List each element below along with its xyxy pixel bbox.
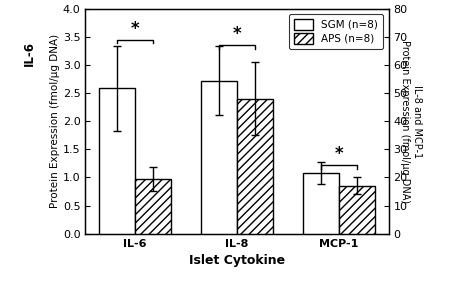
Bar [237, 99, 273, 234]
Bar [201, 81, 237, 234]
Text: *: * [130, 20, 139, 38]
Y-axis label: IL-8 and MCP-1
Protein Expression (fmol/μg DNA): IL-8 and MCP-1 Protein Expression (fmol/… [400, 40, 421, 203]
Text: *: * [335, 145, 344, 163]
Legend: SGM (n=8), APS (n=8): SGM (n=8), APS (n=8) [289, 14, 383, 49]
Bar [99, 88, 135, 234]
X-axis label: Islet Cytokine: Islet Cytokine [189, 254, 285, 267]
Text: IL-6: IL-6 [23, 41, 36, 66]
Text: *: * [233, 25, 241, 43]
Bar [339, 186, 375, 234]
Bar [135, 179, 171, 234]
Y-axis label: Protein Expression (fmol/μg DNA): Protein Expression (fmol/μg DNA) [50, 34, 60, 208]
Bar [303, 173, 339, 234]
